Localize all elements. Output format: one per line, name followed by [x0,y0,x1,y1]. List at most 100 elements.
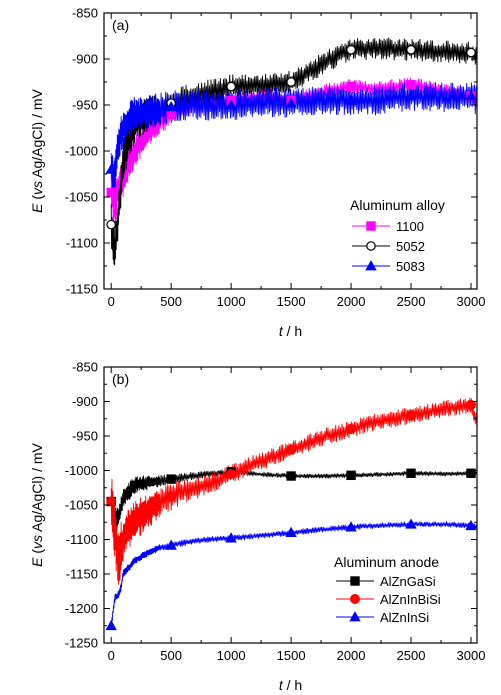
y-tick-label: -1050 [65,498,98,513]
series-line-5083 [110,81,477,192]
y-tick-label: -1100 [66,236,98,251]
y-axis-variable: E [29,557,45,567]
series-marker-5083 [285,97,297,108]
x-tick-label: 3000 [457,648,486,663]
series-marker-5083 [105,163,117,174]
y-axis-rest: ( [29,549,45,558]
x-axis-unit: / h [283,323,302,339]
series-marker-AlZnGaSi [466,468,476,478]
legend-marker-1100 [366,221,376,231]
y-tick-label: -900 [72,394,98,409]
marker-group [105,44,477,230]
x-tick-label: 2500 [397,648,426,663]
series-marker-AlZnInBiSi [466,399,477,410]
x-axis-variable: t [279,323,284,339]
series-marker-5083 [345,94,357,105]
legend-title: Aluminum anode [334,554,439,570]
y-axis-variable: E [29,203,45,213]
x-tick-label: 1500 [277,648,306,663]
x-axis-variable: t [279,677,284,693]
series-marker-1100 [166,109,176,119]
x-tick-label: 2500 [397,294,426,309]
legend: Aluminum anode AlZnGaSi AlZnInBiSi AlZnInSi [334,554,441,625]
series-marker-AlZnInSi [345,521,357,532]
series-marker-5052 [346,44,356,55]
x-tick-label: 2000 [337,648,366,663]
legend-label-1100: 1100 [396,219,424,234]
y-tick-label: -1150 [66,282,98,297]
legend-label-AlZnInBiSi: AlZnInBiSi [380,592,441,607]
x-axis-unit: / h [283,677,302,693]
chart-panel-1: 0 500 1000 1500 2000 2500 3000 -1150 -1100 -1050 -… [29,6,485,340]
series-marker-5083 [465,89,477,101]
legend-marker-5052 [366,241,376,251]
series-marker-AlZnInBiSi [226,468,237,479]
y-axis-vs: vs [29,181,45,195]
series-marker-5052 [406,44,416,55]
x-axis-label: t / h [279,677,302,693]
y-tick-label: -900 [72,52,98,67]
series-marker-5052 [106,219,116,230]
series-marker-5052 [466,47,476,58]
x-axis-label: t / h [279,323,302,339]
y-tick-label: -1100 [66,532,98,547]
series-line-AlZnInSi [110,521,477,627]
y-axis-label: E (vs Ag/AgCl) / mV [29,442,45,566]
chart-panel-2: 0 500 1000 1500 2000 2500 3000 -1250 -1200 -1150 -… [29,360,485,694]
y-tick-label: -1050 [65,190,98,205]
series-marker-AlZnInBiSi [166,491,177,502]
y-axis-ref: Ag/AgCl) / mV [29,442,45,534]
series-marker-5083 [405,89,417,101]
series-marker-AlZnInSi [285,526,297,537]
x-tick-label: 500 [160,294,182,309]
y-tick-label: -950 [72,429,98,444]
x-tick-label: 0 [108,294,115,309]
legend-marker-AlZnGaSi [350,576,360,586]
x-tick-label: 1000 [217,294,246,309]
series-marker-5083 [165,100,177,112]
y-tick-label: -950 [72,98,98,113]
series-marker-1100 [106,187,116,198]
series-marker-AlZnInSi [225,532,237,543]
y-tick-label: -1150 [66,567,98,582]
y-tick-label: -1000 [65,463,98,478]
y-tick-label: -850 [72,6,98,21]
legend-label-5083: 5083 [396,259,425,274]
marker-group [105,399,477,631]
series-marker-AlZnGaSi [346,470,356,481]
legend-label-5052: 5052 [396,239,425,254]
x-tick-label: 0 [108,648,115,663]
series-marker-5083 [225,99,237,110]
x-tick-label: 2000 [337,294,366,309]
legend-label-AlZnGaSi: AlZnGaSi [380,574,436,589]
series-marker-AlZnInSi [405,518,417,529]
series-marker-AlZnGaSi [406,468,416,478]
series-marker-AlZnInSi [105,619,117,631]
legend-title: Aluminum alloy [350,197,445,213]
series-marker-AlZnInBiSi [106,496,117,507]
series-marker-AlZnInBiSi [286,444,297,455]
y-axis-label: E (vs Ag/AgCl) / mV [29,88,45,212]
y-tick-label: -850 [72,360,98,375]
legend: Aluminum alloy 1100 5052 5083 [350,197,445,274]
y-tick-label: -1250 [65,636,98,651]
series-marker-5052 [226,81,236,92]
legend-marker-AlZnInSi [349,611,361,622]
panel-label: (b) [112,371,129,387]
y-axis-vs: vs [29,535,45,549]
y-tick-label: -1000 [65,144,98,159]
series-marker-AlZnInBiSi [406,410,417,421]
series-marker-5052 [286,77,296,87]
series-marker-AlZnInSi [465,519,477,531]
series-marker-AlZnGaSi [166,474,176,484]
x-tick-label: 500 [160,648,182,663]
series-marker-AlZnGaSi [286,471,296,481]
series-marker-1100 [406,80,416,90]
y-axis-ref: Ag/AgCl) / mV [29,88,45,180]
x-tick-label: 1000 [217,648,246,663]
series-marker-AlZnInSi [165,539,177,550]
y-axis-rest: ( [29,195,45,204]
series-marker-1100 [346,81,356,92]
series-marker-AlZnInBiSi [346,424,357,435]
